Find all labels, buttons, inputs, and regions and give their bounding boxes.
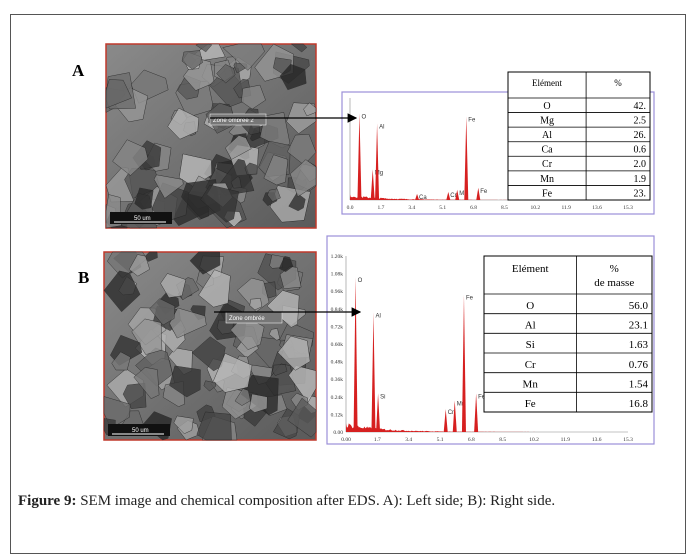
table-header: Elément [532, 78, 562, 88]
page: A Zone ombrée 2 50 um 0.0 1.7 3.4 5.1 6.8 8.5 10.… [0, 0, 696, 539]
table-header: % [610, 263, 619, 275]
peak-label: Al [379, 125, 384, 131]
table-cell: Al [525, 319, 536, 331]
x-tick-label: 13.6 [592, 205, 602, 211]
table [508, 72, 650, 200]
x-tick-label: 13.6 [592, 437, 602, 443]
y-tick-label: 0.00 [333, 430, 343, 436]
table-cell: Fe [525, 398, 536, 410]
table-cell: Al [542, 130, 552, 141]
zone-label: Zone ombrée 2 [213, 118, 254, 124]
x-tick-label: 11.9 [562, 205, 572, 211]
table-cell: Ca [541, 145, 553, 156]
table-cell: 0.76 [629, 359, 649, 371]
table-cell: 23. [634, 188, 647, 199]
peak-label: Fe [480, 189, 488, 195]
figure: A Zone ombrée 2 50 um 0.0 1.7 3.4 5.1 6.8 8.5 10.… [0, 0, 696, 480]
peak-label: Cr [448, 410, 454, 416]
x-tick-label: 3.4 [408, 205, 415, 211]
x-tick-label: 15.3 [623, 437, 633, 443]
y-tick-label: 0.48k [331, 360, 344, 366]
x-tick-label: 0.00 [341, 437, 351, 443]
peak-label: Fe [468, 117, 476, 123]
x-tick-label: 15.3 [623, 205, 633, 211]
table-cell: 16.8 [629, 398, 649, 410]
peak-label: O [361, 114, 366, 120]
table-cell: 2.0 [634, 159, 647, 170]
table-cell: 0.6 [634, 145, 647, 156]
table-header: Elément [512, 263, 549, 275]
panel-label: B [78, 268, 89, 287]
x-tick-label: 3.4 [405, 437, 412, 443]
x-tick-label: 8.5 [501, 205, 508, 211]
y-tick-label: 0.60k [331, 342, 344, 348]
table-cell: 26. [634, 130, 647, 141]
x-tick-label: 1.7 [377, 205, 384, 211]
peak-label: Si [380, 394, 385, 400]
x-tick-label: 10.2 [531, 205, 541, 211]
peak-label: Ca [419, 195, 427, 201]
caption-label: Figure 9: [18, 493, 76, 509]
table-header: de masse [594, 277, 634, 289]
table-cell: 42. [634, 101, 647, 112]
y-tick-label: 0.72k [331, 324, 344, 330]
y-tick-label: 1.08k [331, 272, 344, 278]
table-cell: 1.9 [634, 174, 647, 185]
x-tick-label: 10.2 [529, 437, 539, 443]
y-tick-label: 1.20k [331, 254, 344, 260]
y-tick-label: 0.24k [331, 395, 344, 401]
scale-label: 50 um [134, 216, 151, 222]
table-cell: Cr [542, 159, 553, 170]
x-tick-label: 5.1 [437, 437, 444, 443]
y-tick-label: 0.12k [331, 412, 344, 418]
x-tick-label: 1.7 [374, 437, 381, 443]
table-cell: 1.54 [629, 378, 649, 390]
x-tick-label: 5.1 [439, 205, 446, 211]
table-cell: Mg [540, 116, 554, 127]
table-cell: 23.1 [629, 319, 648, 331]
peak-label: Al [375, 313, 380, 319]
x-tick-label: 8.5 [499, 437, 506, 443]
y-tick-label: 0.96k [331, 289, 344, 295]
table-cell: Cr [525, 359, 536, 371]
table-cell: O [543, 101, 550, 112]
caption-text: SEM image and chemical composition after… [80, 493, 555, 509]
zone-label: Zone ombrée [229, 316, 265, 322]
table-cell: 56.0 [629, 300, 649, 312]
x-tick-label: 6.8 [468, 437, 475, 443]
y-tick-label: 0.36k [331, 377, 344, 383]
x-tick-label: 6.8 [470, 205, 477, 211]
table-cell: 2.5 [634, 116, 647, 127]
table-cell: 1.63 [629, 339, 649, 351]
table-cell: Fe [542, 188, 553, 199]
caption: Figure 9: SEM image and chemical composi… [18, 488, 670, 514]
scale-label: 50 um [132, 428, 149, 434]
peak-label: O [358, 278, 363, 284]
table-cell: Mn [540, 174, 554, 185]
table-cell: O [526, 300, 534, 312]
peak-label: Fe [466, 296, 474, 302]
x-tick-label: 0.0 [347, 205, 354, 211]
x-tick-label: 11.9 [561, 437, 571, 443]
table-cell: Si [526, 339, 535, 351]
table-cell: Mn [523, 378, 539, 390]
panel-label: A [72, 61, 85, 80]
table-header: % [614, 78, 622, 88]
